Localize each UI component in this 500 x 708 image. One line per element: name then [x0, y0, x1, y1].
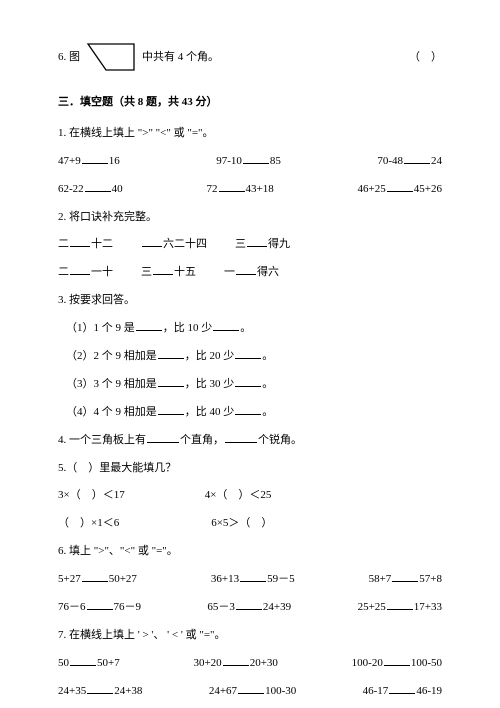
q7-title: 7. 在横线上填上 ' > '、 ' < ' 或 "="。: [58, 625, 442, 646]
expr: 5+2750+27: [58, 569, 137, 590]
blank[interactable]: [384, 654, 410, 666]
expr: 46-1746-19: [363, 681, 442, 702]
blank[interactable]: [225, 431, 257, 443]
mnemonic: 二一十: [58, 262, 113, 283]
blank[interactable]: [235, 403, 261, 415]
q6b-row1: 5+2750+27 36+1359－5 58+757+8: [58, 569, 442, 590]
blank[interactable]: [158, 375, 184, 387]
section-3-heading: 三．填空题（共 8 题，共 43 分）: [58, 92, 442, 113]
blank[interactable]: [223, 654, 249, 666]
blank[interactable]: [236, 598, 262, 610]
blank[interactable]: [236, 263, 256, 275]
blank[interactable]: [387, 180, 413, 192]
question-6-tf: 6. 图 中共有 4 个角。 （ ）: [58, 40, 442, 74]
blank[interactable]: [87, 598, 113, 610]
mnemonic: 六二十四: [141, 234, 207, 255]
blank[interactable]: [136, 319, 162, 331]
mnemonic: 三得九: [235, 234, 290, 255]
blank[interactable]: [238, 682, 264, 694]
expr: 97-1085: [216, 151, 281, 172]
expr: 30+2020+30: [193, 653, 277, 674]
expr: 5050+7: [58, 653, 120, 674]
q2-row1: 二十二 六二十四 三得九: [58, 234, 442, 255]
blank[interactable]: [158, 347, 184, 359]
q5-row2: （ ）×1＜6 6×5＞（ ）: [58, 513, 442, 534]
blank[interactable]: [247, 235, 267, 247]
expr[interactable]: 6×5＞（ ）: [211, 513, 272, 534]
q4: 4. 一个三角板上有个直角，个锐角。: [58, 430, 442, 451]
mnemonic: 一得六: [224, 262, 279, 283]
blank[interactable]: [235, 375, 261, 387]
expr: 58+757+8: [369, 569, 442, 590]
blank[interactable]: [142, 235, 162, 247]
q6-suffix: 中共有 4 个角。: [142, 47, 219, 68]
q1-title: 1. 在横线上填上 ">" "<" 或 "="。: [58, 123, 442, 144]
q6b-title: 6. 填上 ">"、"<" 或 "="。: [58, 541, 442, 562]
q2-title: 2. 将口诀补充完整。: [58, 207, 442, 228]
q6-prefix: 6. 图: [58, 47, 80, 68]
expr[interactable]: 3×（ ）＜17: [58, 485, 125, 506]
blank[interactable]: [240, 570, 266, 582]
expr[interactable]: 4×（ ）＜25: [205, 485, 272, 506]
q3-item-2: （2）2 个 9 相加是，比 20 少。: [58, 346, 442, 367]
q2-row2: 二一十 三十五 一得六: [58, 262, 442, 283]
q7-row2: 24+3524+38 24+67100-30 46-1746-19: [58, 681, 442, 702]
trapezoid-icon: [84, 40, 138, 74]
blank[interactable]: [389, 682, 415, 694]
expr: 24+3524+38: [58, 681, 142, 702]
q3-title: 3. 按要求回答。: [58, 290, 442, 311]
q1-row2: 62-2240 7243+18 46+2545+26: [58, 179, 442, 200]
mnemonic: 三十五: [141, 262, 196, 283]
blank[interactable]: [387, 598, 413, 610]
blank[interactable]: [70, 263, 90, 275]
blank[interactable]: [70, 654, 96, 666]
expr: 24+67100-30: [209, 681, 296, 702]
blank[interactable]: [392, 570, 418, 582]
expr: 46+2545+26: [358, 179, 442, 200]
blank[interactable]: [243, 152, 269, 164]
blank[interactable]: [235, 347, 261, 359]
blank[interactable]: [85, 180, 111, 192]
q3-item-4: （4）4 个 9 相加是，比 40 少。: [58, 402, 442, 423]
blank[interactable]: [82, 570, 108, 582]
blank[interactable]: [404, 152, 430, 164]
blank[interactable]: [147, 431, 179, 443]
mnemonic: 二十二: [58, 234, 113, 255]
expr: 100-20100-50: [352, 653, 442, 674]
expr: 70-4824: [377, 151, 442, 172]
q5-row1: 3×（ ）＜17 4×（ ）＜25: [58, 485, 442, 506]
q1-row1: 47+916 97-1085 70-4824: [58, 151, 442, 172]
expr: 76－676－9: [58, 597, 141, 618]
expr: 47+916: [58, 151, 120, 172]
blank[interactable]: [213, 319, 239, 331]
blank[interactable]: [153, 263, 173, 275]
expr: 36+1359－5: [211, 569, 295, 590]
q6b-row2: 76－676－9 65－324+39 25+2517+33: [58, 597, 442, 618]
blank[interactable]: [158, 403, 184, 415]
blank[interactable]: [87, 682, 113, 694]
q3-item-1: （1）1 个 9 是，比 10 少。: [58, 318, 442, 339]
q7-row1: 5050+7 30+2020+30 100-20100-50: [58, 653, 442, 674]
blank[interactable]: [219, 180, 245, 192]
expr: 62-2240: [58, 179, 123, 200]
expr: 25+2517+33: [358, 597, 442, 618]
expr[interactable]: （ ）×1＜6: [58, 513, 119, 534]
blank[interactable]: [82, 152, 108, 164]
expr: 65－324+39: [207, 597, 291, 618]
expr: 7243+18: [207, 179, 274, 200]
q6-paren[interactable]: （ ）: [409, 47, 442, 68]
blank[interactable]: [70, 235, 90, 247]
q5-title: 5.（ ）里最大能填几？: [58, 458, 442, 479]
q3-item-3: （3）3 个 9 相加是，比 30 少。: [58, 374, 442, 395]
